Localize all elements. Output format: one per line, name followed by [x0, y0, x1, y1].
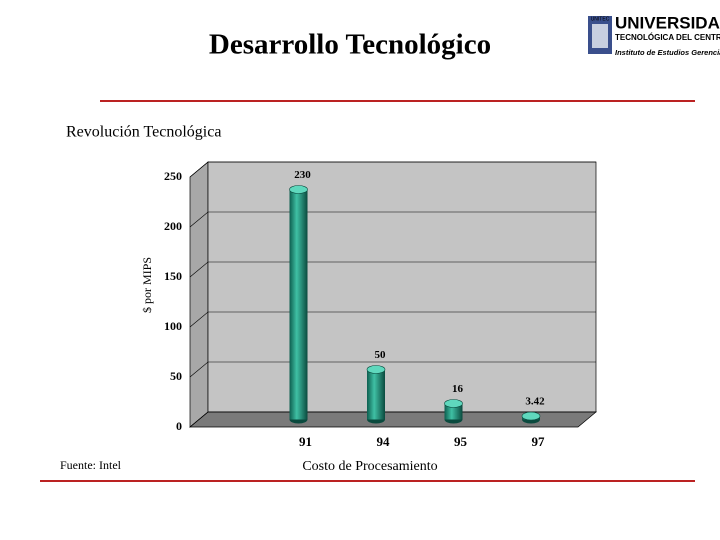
- bar: [289, 185, 308, 424]
- bar-top: [521, 411, 541, 421]
- grid-line: [189, 161, 596, 178]
- bar: [521, 411, 541, 424]
- grid-line: [189, 311, 596, 328]
- bar: [366, 365, 386, 424]
- logo: UNITEC UNIVERSIDAD TECNOLÓGICA DEL CENTR…: [588, 13, 720, 57]
- logo-name: UNIVERSIDAD: [615, 13, 720, 32]
- value-label: 50: [375, 349, 387, 361]
- grid-line: [189, 361, 596, 378]
- logo-subname: TECNOLÓGICA DEL CENTRO: [615, 33, 720, 42]
- bar-top: [289, 185, 308, 194]
- value-label: 16: [452, 383, 464, 395]
- bar-body: [367, 369, 385, 420]
- x-tick-label: 97: [532, 434, 546, 449]
- back-wall: [207, 161, 597, 413]
- y-tick-label: 150: [164, 269, 182, 283]
- value-label: 3.42: [525, 396, 545, 408]
- logo-short: UNITEC: [591, 16, 610, 22]
- grid-line: [189, 211, 596, 228]
- grid-line: [189, 261, 596, 278]
- slide-title: Desarrollo Tecnológico: [209, 29, 491, 61]
- y-tick-label: 50: [170, 369, 182, 383]
- logo-institute: Instituto de Estudios Gerenciales: [615, 48, 720, 57]
- bar-body: [444, 403, 463, 420]
- x-tick-label: 94: [377, 434, 391, 449]
- x-axis-title: Costo de Procesamiento: [302, 459, 437, 474]
- x-tick-label: 91: [299, 434, 312, 449]
- y-tick-label: 200: [164, 219, 182, 233]
- value-label: 230: [294, 169, 311, 181]
- left-wall: [189, 161, 209, 428]
- logo-emblem-inner: [592, 24, 608, 48]
- grid-line: [189, 411, 596, 428]
- bar: [444, 399, 463, 424]
- y-tick-label: 100: [164, 319, 182, 333]
- y-tick-label: 250: [164, 169, 182, 183]
- bar-top: [444, 399, 463, 408]
- y-tick-label: 0: [176, 419, 182, 433]
- source: Fuente: Intel: [60, 458, 122, 472]
- subtitle: Revolución Tecnológica: [66, 124, 221, 141]
- x-tick-label: 95: [454, 434, 468, 449]
- y-axis-title: $ por MIPS: [140, 257, 154, 313]
- bar-top: [366, 365, 386, 374]
- bar-body: [289, 189, 308, 420]
